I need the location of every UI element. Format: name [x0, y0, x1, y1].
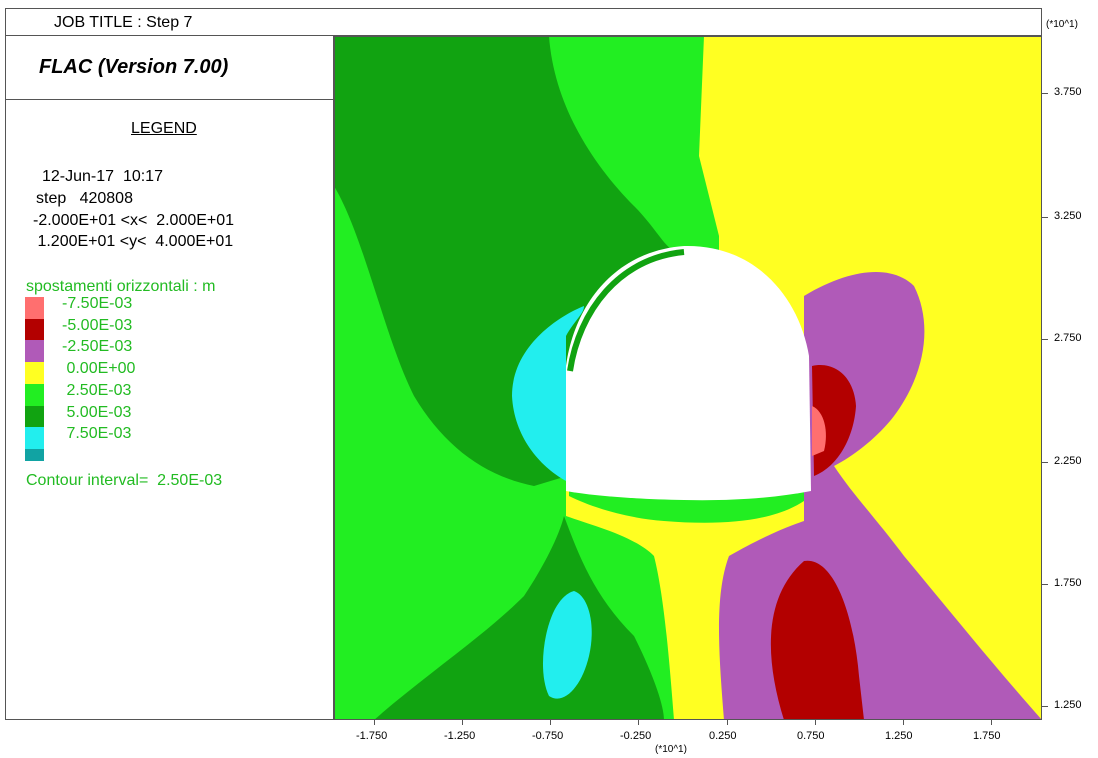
legend-swatch — [25, 383, 44, 406]
legend-x-range: -2.000E+01 <x< 2.000E+01 — [33, 212, 235, 229]
contour-plot-svg — [334, 36, 1042, 720]
x-tick-label: 1.750 — [973, 730, 1001, 742]
job-title-bar: JOB TITLE : Step 7 — [5, 8, 1042, 36]
software-name: FLAC (Version 7.00) — [39, 56, 229, 78]
x-tick-mark — [903, 720, 904, 725]
x-tick-label: -1.750 — [356, 730, 388, 742]
legend-swatch — [25, 297, 44, 319]
legend-swatch — [25, 448, 44, 461]
legend-label: -7.50E-03 — [62, 295, 133, 312]
tunnel-opening — [566, 245, 811, 501]
zone-cyan-left-lower — [542, 591, 592, 699]
legend-swatch — [25, 427, 44, 450]
x-tick-label: 0.250 — [709, 730, 737, 742]
y-axis-exponent: (*10^1) — [1046, 19, 1078, 30]
zone-dark-green-lower — [374, 516, 664, 720]
x-tick-mark — [462, 720, 463, 725]
legend-panel — [5, 36, 334, 720]
software-box: FLAC (Version 7.00) — [5, 36, 334, 100]
y-tick-label: 2.250 — [1054, 455, 1082, 467]
legend-swatch — [25, 318, 44, 341]
contour-interval: Contour interval= 2.50E-03 — [26, 472, 223, 489]
y-tick-label: 1.750 — [1054, 577, 1082, 589]
zone-pink-right — [812, 406, 826, 456]
x-tick-mark — [727, 720, 728, 725]
y-tick-mark — [1042, 584, 1048, 585]
contour-plot — [334, 36, 1042, 720]
x-tick-mark — [815, 720, 816, 725]
x-tick-mark — [374, 720, 375, 725]
y-tick-label: 2.750 — [1054, 332, 1082, 344]
y-tick-mark — [1042, 706, 1048, 707]
x-tick-mark — [550, 720, 551, 725]
x-tick-label: -0.750 — [532, 730, 564, 742]
legend-swatch — [25, 340, 44, 363]
legend-label: 7.50E-03 — [62, 425, 132, 443]
zone-green-tunnel-rim — [567, 249, 685, 372]
y-tick-label: 3.750 — [1054, 86, 1082, 98]
plot-border — [334, 36, 1042, 720]
legend-step: step 420808 — [36, 190, 133, 207]
legend-label: 0.00E+00 — [62, 360, 136, 378]
y-tick-mark — [1042, 339, 1048, 340]
legend-label: -2.50E-03 — [62, 338, 133, 356]
x-tick-mark — [638, 720, 639, 725]
y-tick-label: 1.250 — [1054, 699, 1082, 711]
legend-label: -5.00E-03 — [62, 316, 133, 334]
legend-date: 12-Jun-17 10:17 — [42, 168, 163, 185]
legend-y-range: 1.200E+01 <y< 4.000E+01 — [33, 233, 234, 250]
x-tick-label: 0.750 — [797, 730, 825, 742]
zone-dark-green-left — [334, 36, 674, 486]
zone-red-right-lower — [770, 560, 864, 720]
x-tick-label: -1.250 — [444, 730, 476, 742]
x-axis-exponent: (*10^1) — [655, 744, 687, 755]
legend-label: 2.50E-03 — [62, 381, 132, 399]
x-tick-label: 1.250 — [885, 730, 913, 742]
legend-title: LEGEND — [131, 120, 197, 137]
legend-swatch — [25, 405, 44, 428]
y-tick-mark — [1042, 93, 1048, 94]
x-tick-mark — [991, 720, 992, 725]
legend-label: 5.00E-03 — [62, 403, 132, 421]
x-tick-label: -0.250 — [620, 730, 652, 742]
y-tick-label: 3.250 — [1054, 210, 1082, 222]
zone-yellow-center — [566, 491, 804, 720]
job-title: JOB TITLE : Step 7 — [54, 14, 193, 31]
legend-swatch — [25, 362, 44, 385]
y-tick-mark — [1042, 462, 1048, 463]
y-tick-mark — [1042, 217, 1048, 218]
contour-variable-title: spostamenti orizzontali : m — [26, 278, 216, 295]
